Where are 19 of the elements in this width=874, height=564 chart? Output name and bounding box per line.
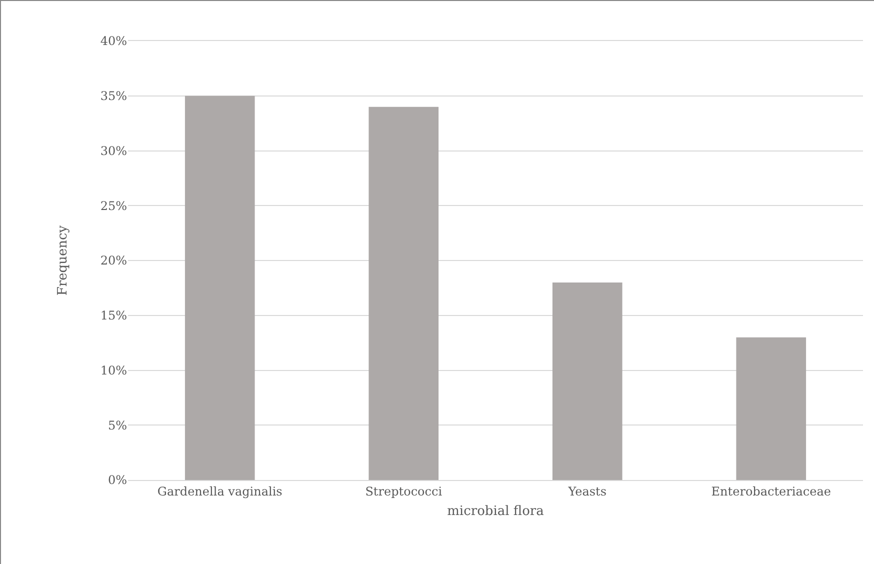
y-tick-label: 40% [100,34,127,48]
y-tick-label: 25% [100,198,127,213]
x-tick-label: Streptococci [365,484,442,498]
y-tick-label: 5% [108,418,127,432]
bar [184,96,255,480]
x-tick-label: Gardenella vaginalis [157,484,282,498]
y-tick-label: 35% [100,89,127,104]
x-axis-title: microbial flora [447,504,544,519]
y-tick-label: 20% [100,254,127,268]
bar [368,106,439,480]
y-tick-label: 30% [100,144,127,158]
y-tick-label: 15% [100,308,127,323]
x-tick-label: Enterobacteriaceae [711,484,831,498]
bar [736,337,806,480]
y-tick-label: 0% [108,473,127,488]
y-tick-label: 10% [100,363,127,378]
x-tick-label: Yeasts [567,484,607,498]
y-axis-title: Frequency [55,224,70,296]
bar [552,282,622,480]
